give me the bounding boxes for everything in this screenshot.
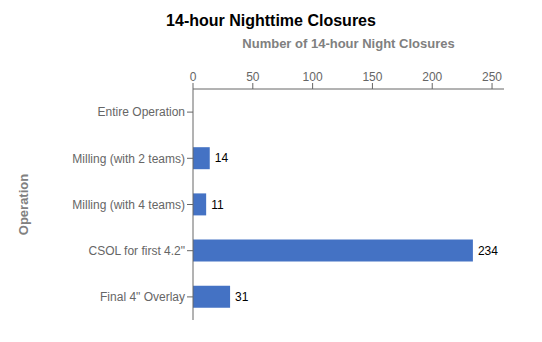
svg-text:14: 14: [215, 151, 229, 165]
svg-text:200: 200: [422, 70, 442, 84]
svg-text:Operation: Operation: [16, 174, 31, 235]
svg-text:100: 100: [303, 70, 323, 84]
svg-text:234: 234: [478, 244, 498, 258]
html-text:14-hour Nighttime Closures: 14-hour Nighttime Closures: [166, 12, 376, 29]
svg-text:Milling (with 4 teams): Milling (with 4 teams): [72, 198, 185, 212]
svg-text:0: 0: [190, 70, 197, 84]
svg-text:Milling (with 2 teams): Milling (with 2 teams): [72, 152, 185, 166]
svg-text:150: 150: [362, 70, 382, 84]
svg-text:11: 11: [211, 198, 224, 212]
svg-text:Final 4" Overlay: Final 4" Overlay: [100, 290, 185, 304]
svg-text:Entire Operation: Entire Operation: [98, 105, 185, 119]
svg-text:31: 31: [235, 290, 249, 304]
svg-text:Number of 14-hour Night Closur: Number of 14-hour Night Closures: [242, 36, 454, 51]
svg-text:50: 50: [246, 70, 260, 84]
svg-text:250: 250: [482, 70, 502, 84]
svg-text:CSOL for first 4.2": CSOL for first 4.2": [88, 244, 185, 258]
